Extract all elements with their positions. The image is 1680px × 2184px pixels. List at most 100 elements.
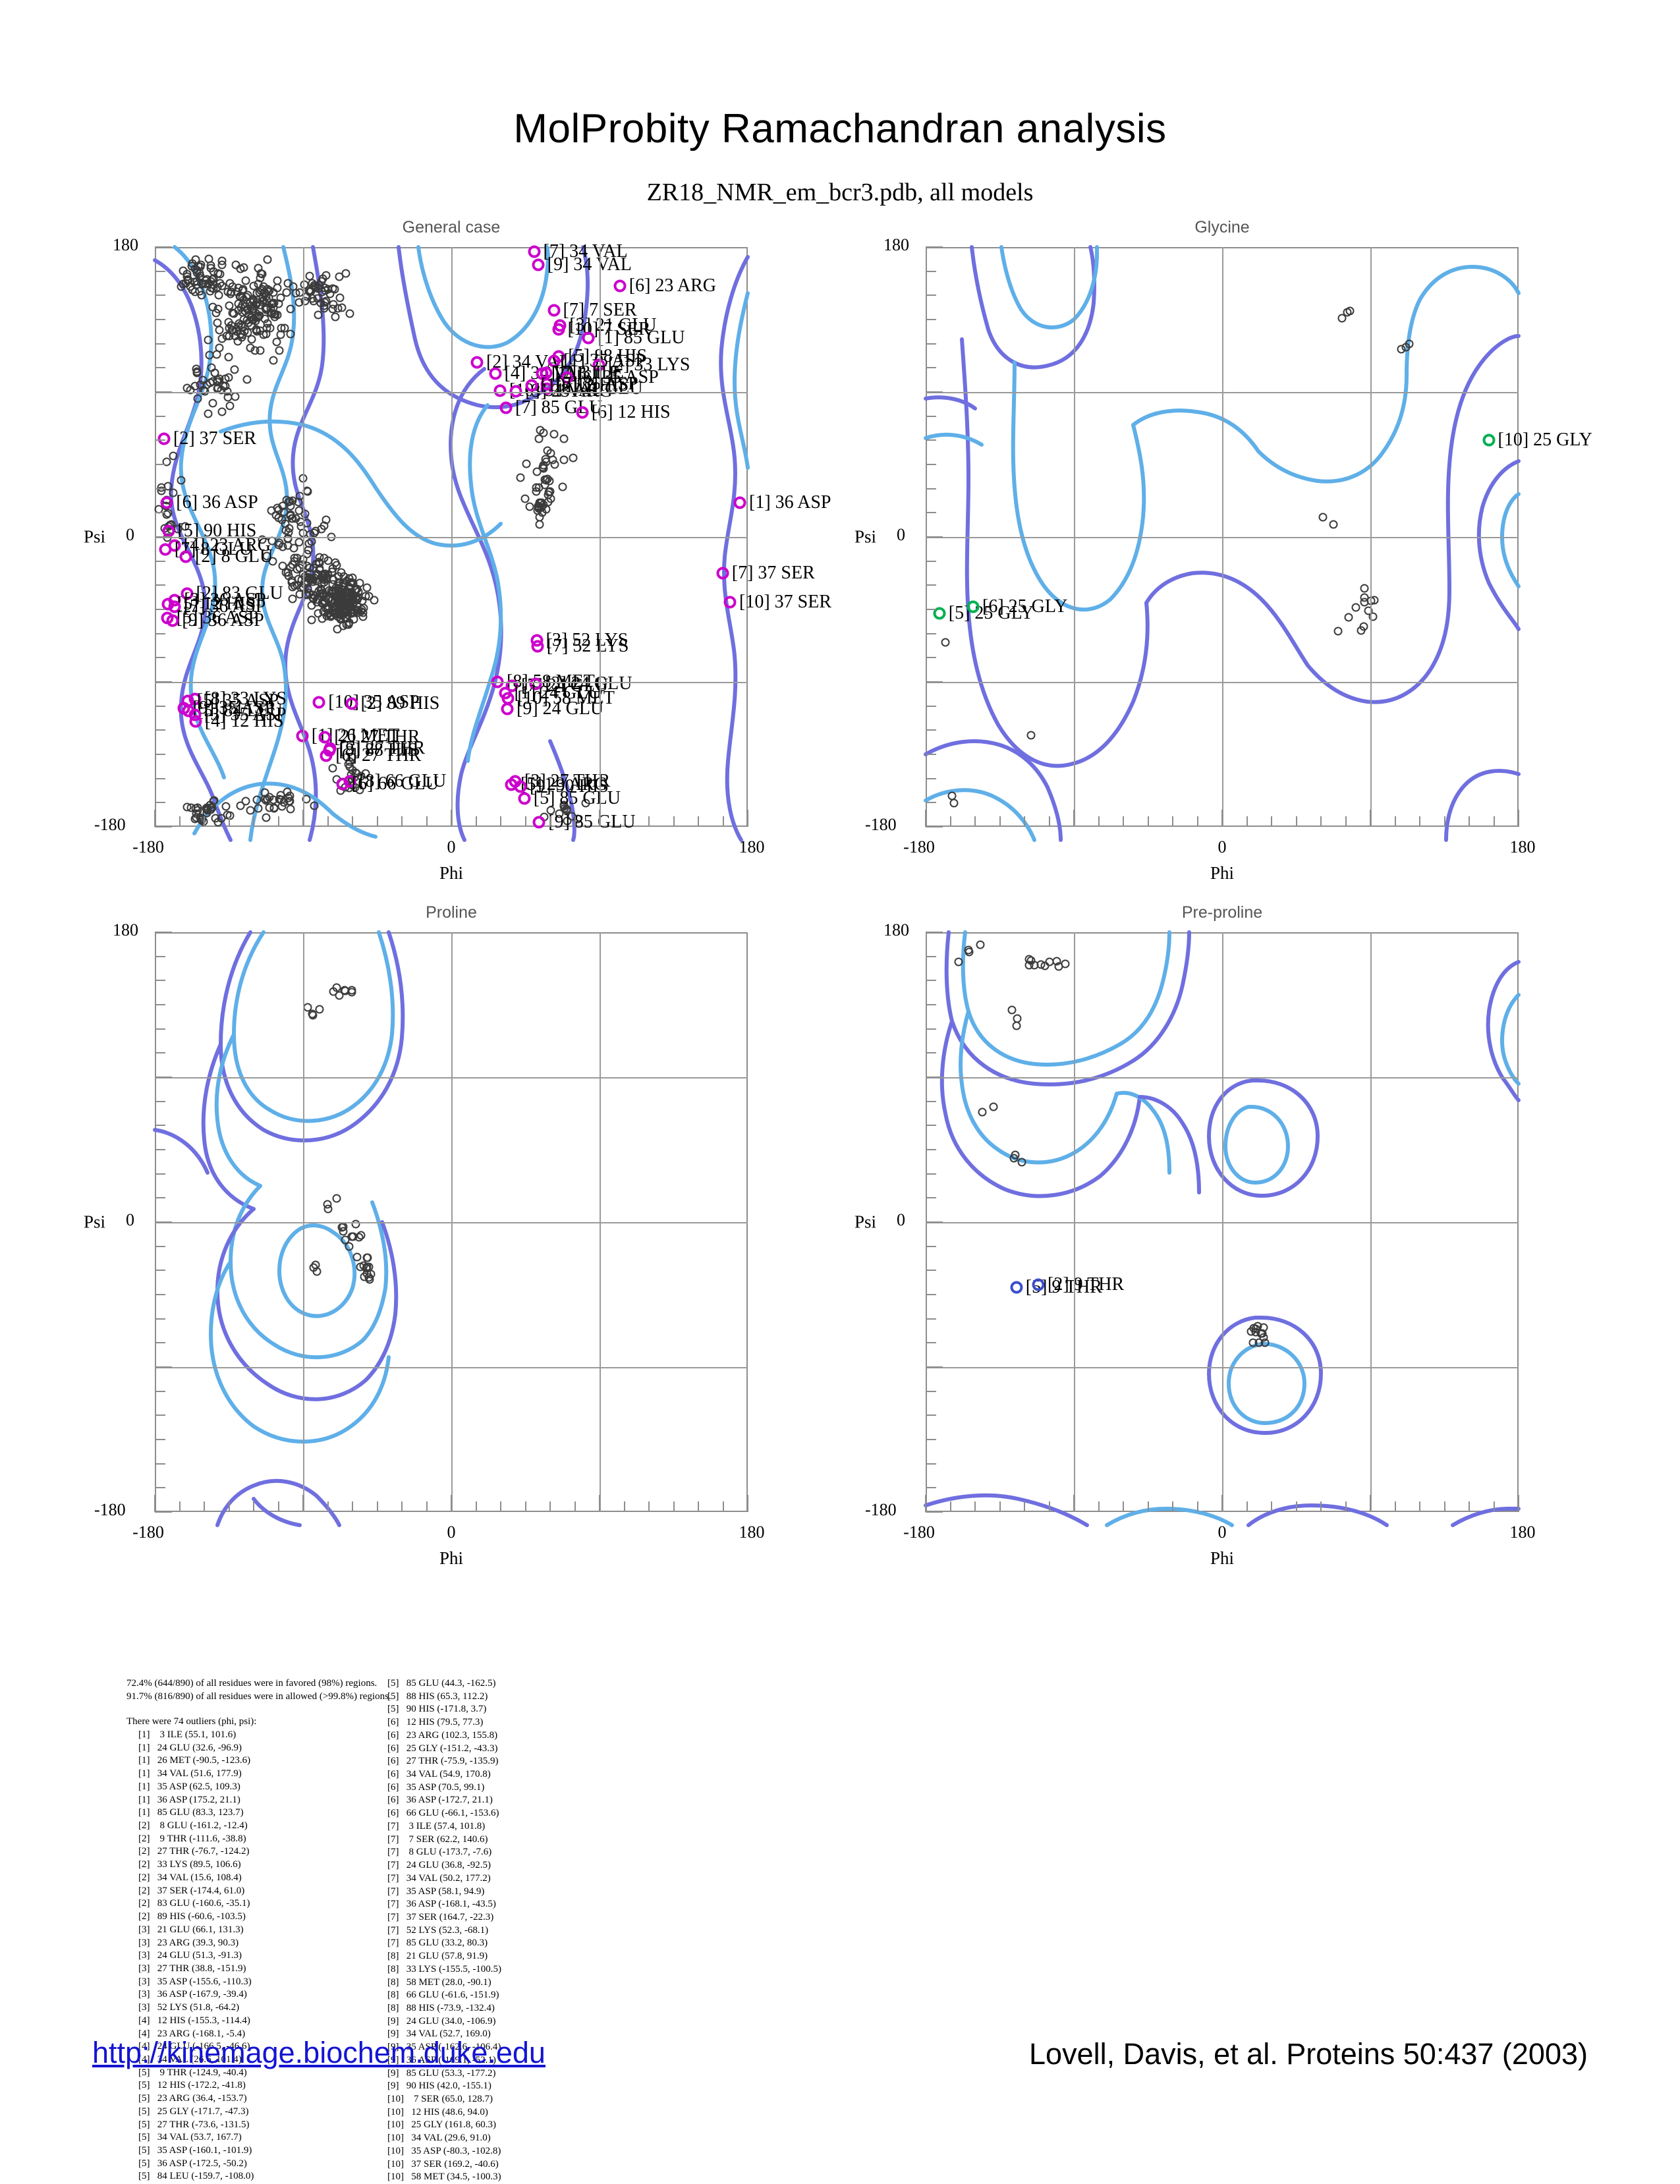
axis-tick (302, 810, 304, 827)
axis-tick (926, 1439, 936, 1440)
axis-tick (1024, 816, 1025, 827)
axis-tick (1469, 1501, 1470, 1512)
axis-label-psi: Psi (84, 526, 106, 547)
axis-tick-label: 0 (126, 1210, 134, 1229)
outlier-list-item: [5] 85 GLU (44.3, -162.5) (387, 1678, 496, 1689)
axis-tick (926, 681, 943, 683)
kinemage-link[interactable]: http://kinemage.biochem.duke.edu (92, 2036, 546, 2069)
axis-tick (155, 729, 165, 731)
axis-tick (155, 294, 165, 296)
data-point (330, 285, 339, 294)
axis-tick (155, 681, 172, 683)
axis-tick (926, 1149, 936, 1150)
axis-tick (926, 1318, 936, 1320)
axis-tick (155, 1294, 165, 1295)
data-point (256, 346, 265, 355)
data-point (262, 323, 271, 333)
axis-tick (155, 1342, 165, 1344)
outlier-list-item: [3] 27 THR (38.8, -151.9) (138, 1963, 246, 1974)
spacer (126, 1704, 403, 1716)
axis-tick (155, 415, 165, 417)
outlier-list-item: [2] 89 HIS (-60.6, -103.5) (138, 1911, 246, 1922)
data-point (190, 287, 200, 296)
page-title: MolProbity Ramachandran analysis (513, 106, 1167, 152)
data-point (247, 335, 256, 344)
outlier-list-item: [8] 66 GLU (-61.6, -151.9) (387, 1990, 499, 2001)
axis-tick (155, 1463, 165, 1465)
axis-tick (253, 1501, 254, 1512)
data-point (294, 574, 303, 584)
axis-tick (179, 1501, 181, 1512)
outlier-list-item: [7] 36 ASP (-168.1, -43.5) (387, 1899, 496, 1910)
gridline-vertical (600, 247, 601, 827)
outlier-list-item: [5] 27 THR (-73.6, -131.5) (138, 2119, 250, 2130)
axis-label-psi: Psi (84, 1212, 106, 1232)
outlier-list-item: [1] 34 VAL (51.6, 177.9) (138, 1768, 242, 1779)
axis-tick (1172, 816, 1173, 827)
axis-tick (179, 816, 181, 827)
axis-tick (926, 584, 936, 586)
axis-tick (155, 464, 165, 465)
axis-tick (1271, 816, 1272, 827)
outlier-list-item: [4] 12 HIS (-155.3, -114.4) (138, 2015, 250, 2026)
axis-tick (1345, 816, 1347, 827)
data-point (190, 277, 199, 287)
axis-tick (974, 816, 976, 827)
axis-ticks-general: -180 0 180 -180 0 180 (94, 235, 765, 856)
axis-tick (277, 816, 279, 827)
gridline-horizontal (926, 537, 1519, 538)
axis-tick (1024, 1501, 1025, 1512)
outlier-list-item: [1] 24 GLU (32.6, -96.9) (138, 1742, 242, 1753)
axis-tick (1196, 1501, 1198, 1512)
data-point (224, 352, 233, 362)
outlier-list-item: [6] 34 VAL (54.9, 170.8) (387, 1769, 491, 1780)
gridline-horizontal (926, 392, 1519, 393)
data-point (206, 264, 215, 273)
axis-tick (524, 816, 526, 827)
axis-tick (155, 932, 172, 933)
outlier-list-item: [7] 7 SER (62.2, 140.6) (387, 1834, 488, 1845)
data-point (318, 571, 327, 580)
axis-tick (352, 1501, 353, 1512)
axis-tick (155, 367, 165, 369)
outlier-list-item: [1] 85 GLU (83.3, 123.7) (138, 1807, 244, 1818)
axis-tick (451, 1495, 452, 1512)
axis-tick (1246, 816, 1248, 827)
outlier-list-item: [10] 25 GLY (161.8, 60.3) (387, 2119, 496, 2131)
axis-tick (926, 415, 936, 417)
axis-tick (926, 980, 936, 982)
axis-tick (926, 1294, 936, 1295)
axis-tick (599, 1495, 600, 1512)
data-point (201, 279, 210, 289)
axis-tick (926, 955, 936, 957)
axis-tick (155, 1004, 165, 1005)
axis-tick (155, 1149, 165, 1150)
outlier-list-item: [3] 23 ARG (39.3, 90.3) (138, 1937, 239, 1948)
outlier-list-item: [6] 25 GLY (-151.2, -43.3) (387, 1743, 498, 1754)
axis-tick (155, 826, 172, 827)
data-point (362, 583, 372, 592)
outlier-list-item: [2] 83 GLU (-160.6, -35.1) (138, 1898, 250, 1909)
outlier-list-item: [5] 36 ASP (-172.5, -50.2) (138, 2158, 247, 2169)
data-point (307, 601, 316, 610)
axis-tick (1098, 1501, 1100, 1512)
data-point (321, 286, 330, 295)
data-point (286, 304, 295, 314)
axis-tick (154, 810, 155, 827)
data-point (340, 609, 349, 618)
axis-tick (926, 1366, 943, 1368)
data-point (286, 329, 295, 339)
axis-tick (623, 816, 625, 827)
data-point (333, 625, 342, 634)
axis-tick (926, 512, 936, 514)
axis-tick (1246, 1501, 1248, 1512)
data-point (263, 255, 272, 264)
data-point (314, 310, 323, 320)
outlier-list-item: [10] 37 SER (169.2, -40.6) (387, 2158, 499, 2170)
axis-tick (253, 816, 254, 827)
axis-tick-label: 0 (1218, 837, 1227, 856)
axis-tick (1172, 1501, 1173, 1512)
axis-tick (155, 1366, 172, 1368)
outlier-list-item: [5] 90 HIS (-171.8, 3.7) (387, 1704, 487, 1715)
axis-tick (549, 1501, 551, 1512)
